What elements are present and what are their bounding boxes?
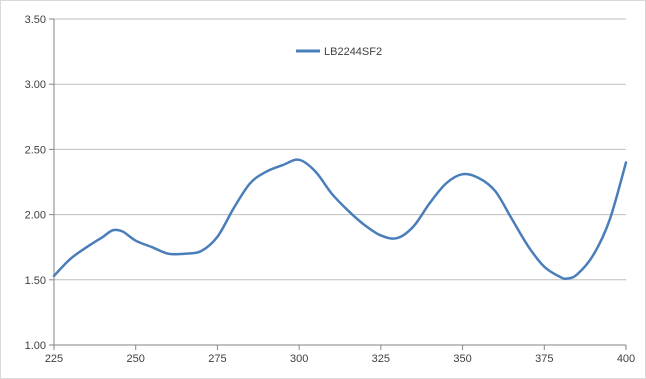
x-tick-label: 250 xyxy=(127,353,145,365)
axes xyxy=(49,18,627,350)
legend: LB2244SF2 xyxy=(296,46,382,58)
y-tick-label: 3.50 xyxy=(25,14,46,26)
x-tick-label: 225 xyxy=(45,353,63,365)
x-tick-label: 400 xyxy=(617,353,635,365)
y-tick-label: 3.00 xyxy=(25,79,46,91)
y-tick-label: 1.50 xyxy=(25,275,46,287)
gridlines xyxy=(54,18,626,346)
series-lines xyxy=(52,158,628,281)
x-tick-label: 350 xyxy=(453,353,471,365)
y-tick-label: 1.00 xyxy=(25,340,46,352)
x-tick-label: 300 xyxy=(290,353,308,365)
tick-labels: 1.00 1.50 2.00 2.50 3.00 3.50 225 250 275 300 325 3… xyxy=(25,14,636,365)
x-tick-label: 375 xyxy=(535,353,553,365)
y-tick-label: 2.50 xyxy=(25,144,46,156)
legend-label-lb2244sf2: LB2244SF2 xyxy=(324,46,382,58)
y-tick-label: 2.00 xyxy=(25,210,46,222)
series-line-lb2244sf2 xyxy=(52,158,628,281)
x-tick-label: 325 xyxy=(372,353,390,365)
x-tick-label: 275 xyxy=(208,353,226,365)
